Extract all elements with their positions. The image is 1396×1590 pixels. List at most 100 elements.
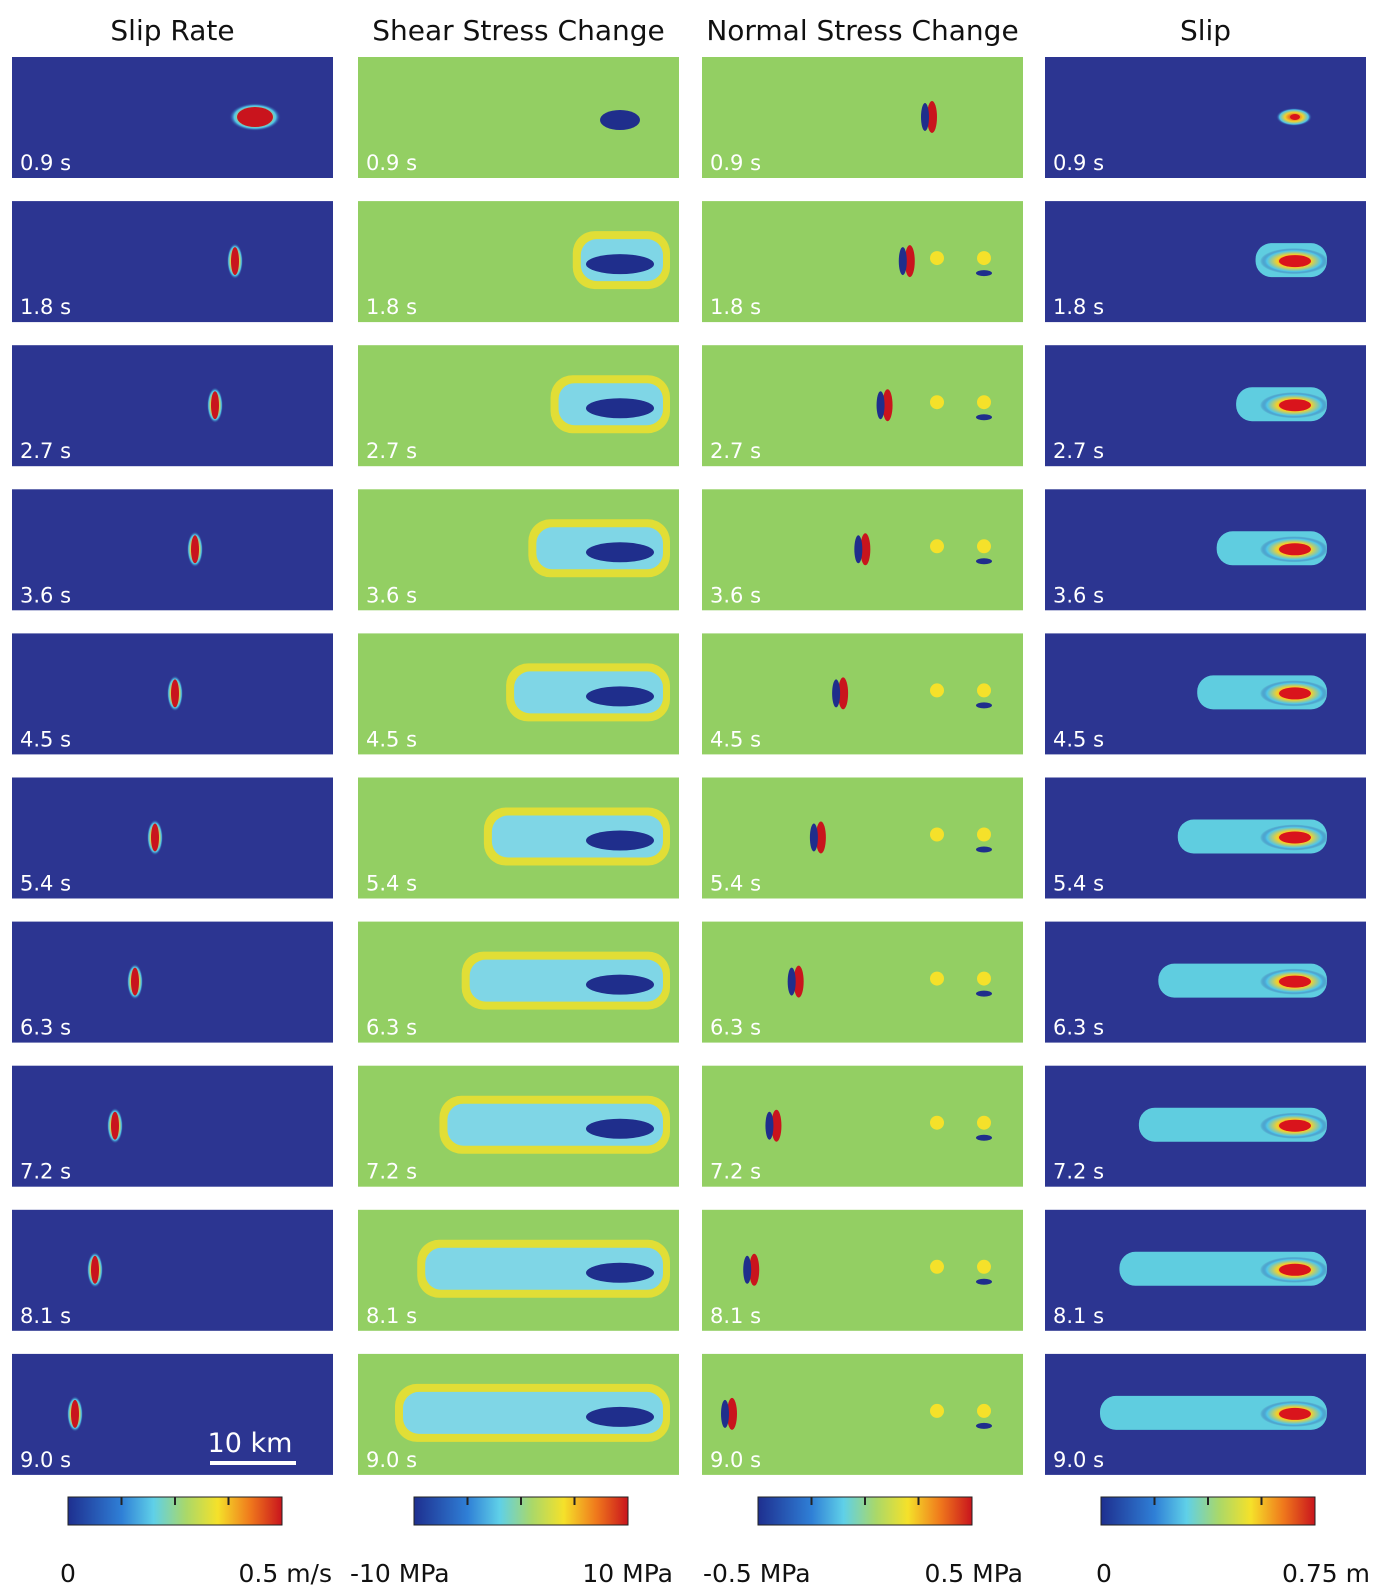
rupture-front-core: [71, 1399, 79, 1428]
panel: 3.6 s: [1045, 489, 1366, 611]
time-label: 6.3 s: [1053, 1016, 1104, 1040]
time-label: 3.6 s: [710, 583, 761, 607]
normal-neg: [854, 535, 863, 564]
panel: 5.4 s: [358, 777, 679, 899]
panel-bg: [12, 777, 333, 899]
panel: 0.9 s: [12, 57, 333, 178]
panel: 4.5 s: [358, 633, 679, 755]
normal-lobe: [976, 846, 992, 853]
time-label: 2.7 s: [20, 439, 71, 463]
time-label: 8.1 s: [20, 1304, 71, 1328]
panel: 1.8 s: [12, 201, 333, 323]
normal-neg: [809, 823, 818, 852]
time-label: 3.6 s: [1053, 583, 1104, 607]
time-label: 0.9 s: [710, 151, 761, 175]
rupture-front-core: [191, 535, 199, 564]
time-label: 9.0 s: [1053, 1448, 1104, 1472]
stress-core: [586, 974, 654, 995]
stress-core: [586, 398, 654, 419]
colorbar-min: 0: [1096, 1559, 1112, 1588]
panel: 3.6 s: [12, 489, 333, 611]
panel: 4.5 s: [702, 633, 1023, 755]
panel-bg: [702, 345, 1023, 467]
normal-lobe: [976, 1422, 992, 1429]
time-label: 8.1 s: [366, 1304, 417, 1328]
time-label: 0.9 s: [20, 151, 71, 175]
normal-lobe: [930, 395, 944, 410]
time-label: 7.2 s: [20, 1160, 71, 1184]
stress-core: [586, 1406, 654, 1427]
panel: 9.0 s: [12, 1353, 333, 1475]
panel: 1.8 s: [702, 201, 1023, 323]
normal-lobe: [930, 539, 944, 554]
time-label: 5.4 s: [20, 872, 71, 896]
colorbar-min: 0: [60, 1559, 76, 1588]
rupture-front-core: [211, 391, 219, 420]
panel: 6.3 s: [358, 921, 679, 1043]
panel-bg: [12, 201, 333, 323]
time-label: 2.7 s: [710, 439, 761, 463]
panel: 7.2 s: [702, 1065, 1023, 1187]
time-label: 6.3 s: [20, 1016, 71, 1040]
panel: 5.4 s: [702, 777, 1023, 899]
stress-core: [600, 110, 640, 130]
time-label: 3.6 s: [20, 583, 71, 607]
panel: 1.8 s: [358, 201, 679, 323]
panel: 8.1 s: [702, 1209, 1023, 1331]
time-label: 4.5 s: [710, 727, 761, 751]
normal-neg: [876, 391, 885, 420]
rupture-front-core: [151, 823, 159, 852]
panel: 9.0 s: [1045, 1353, 1366, 1475]
column-title: Normal Stress Change: [706, 14, 1018, 47]
colorbar-max: 0.75 m: [1282, 1559, 1370, 1588]
time-label: 9.0 s: [20, 1448, 71, 1472]
panel: 4.5 s: [1045, 633, 1366, 755]
colorbar-max: 0.5 m/s: [238, 1559, 332, 1588]
time-label: 7.2 s: [366, 1160, 417, 1184]
panel: 9.0 s: [358, 1353, 679, 1475]
time-label: 6.3 s: [710, 1016, 761, 1040]
time-label: 4.5 s: [1053, 727, 1104, 751]
panel-bg: [702, 57, 1023, 178]
normal-lobe: [930, 251, 944, 266]
column-title: Slip: [1180, 14, 1231, 47]
time-label: 5.4 s: [366, 872, 417, 896]
normal-pos: [838, 677, 849, 710]
time-label: 2.7 s: [366, 439, 417, 463]
panel: 6.3 s: [12, 921, 333, 1043]
rupture-front-core: [91, 1255, 99, 1284]
normal-lobe: [976, 1134, 992, 1141]
slip-core: [1279, 1407, 1311, 1420]
panel: 8.1 s: [358, 1209, 679, 1331]
panel-bg: [12, 1065, 333, 1187]
normal-pos: [727, 1397, 737, 1430]
panel: 6.3 s: [1045, 921, 1366, 1043]
time-label: 6.3 s: [366, 1016, 417, 1040]
normal-lobe: [976, 270, 992, 277]
time-label: 1.8 s: [20, 295, 71, 319]
normal-pos: [927, 101, 937, 133]
panel: 3.6 s: [358, 489, 679, 611]
panel: 7.2 s: [358, 1065, 679, 1187]
panel: 7.2 s: [1045, 1065, 1366, 1187]
time-label: 8.1 s: [1053, 1304, 1104, 1328]
panel-bg: [702, 1065, 1023, 1187]
panel-bg: [12, 489, 333, 611]
panel-bg: [12, 921, 333, 1043]
slip-core: [1279, 975, 1311, 988]
time-label: 1.8 s: [366, 295, 417, 319]
time-label: 3.6 s: [366, 583, 417, 607]
slip-core: [1279, 1119, 1311, 1132]
normal-lobe: [977, 539, 991, 554]
time-label: 9.0 s: [710, 1448, 761, 1472]
normal-lobe: [976, 1278, 992, 1285]
stress-core: [586, 1118, 654, 1139]
stress-core: [586, 1262, 654, 1283]
normal-lobe: [930, 1403, 944, 1418]
time-label: 9.0 s: [366, 1448, 417, 1472]
normal-lobe: [976, 702, 992, 709]
normal-lobe: [930, 1115, 944, 1130]
panel: 7.2 s: [12, 1065, 333, 1187]
normal-lobe: [930, 971, 944, 986]
